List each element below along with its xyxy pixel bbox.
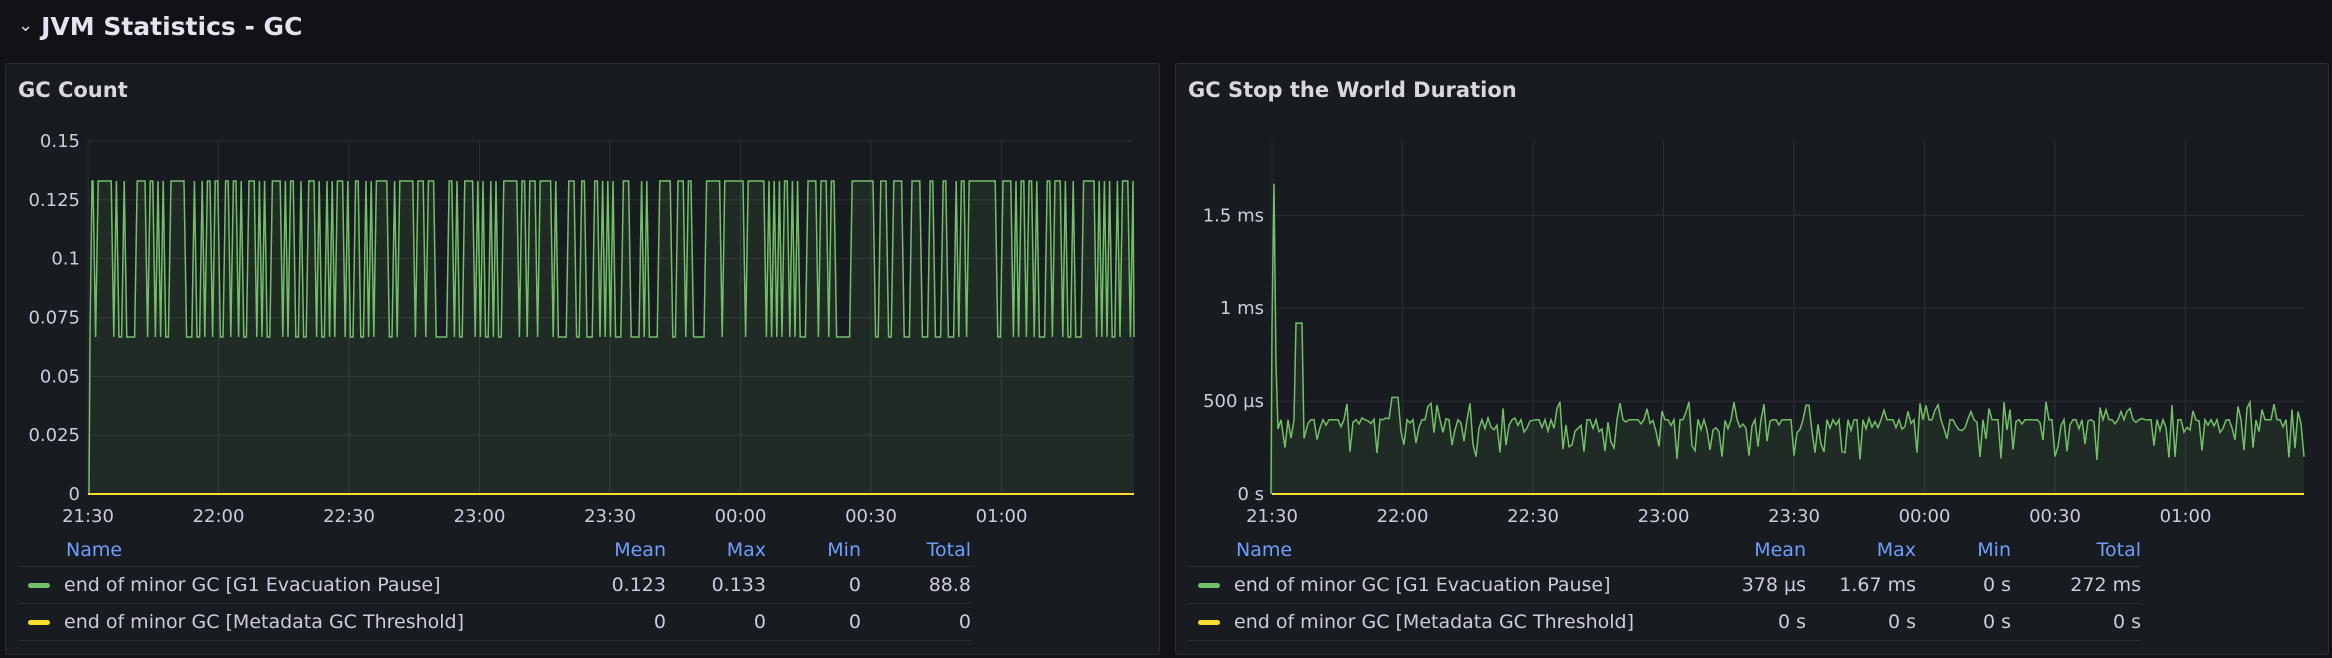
y-tick-label: 500 µs <box>1203 391 1264 412</box>
x-tick-label: 23:00 <box>1638 506 1690 527</box>
legend-row[interactable]: end of minor GC [G1 Evacuation Pause] 0.… <box>18 566 971 604</box>
y-tick-label: 0.15 <box>40 131 80 152</box>
legend-header-min[interactable]: Min <box>1977 539 2011 561</box>
legend-min: 0 <box>766 603 861 641</box>
legend-table: Name Mean Max Min Total end of minor GC … <box>18 534 971 641</box>
legend-max: 0 s <box>1806 603 1916 641</box>
chevron-down-icon[interactable]: ⌄ <box>18 15 34 36</box>
series-area-g1-evacuation-pause <box>89 181 1134 494</box>
x-tick-label: 23:00 <box>454 506 506 527</box>
y-tick-label: 0.075 <box>28 308 80 329</box>
legend-max: 0.133 <box>666 566 766 604</box>
y-tick-label: 0.125 <box>28 190 80 211</box>
legend-total: 88.8 <box>861 566 971 604</box>
legend-header-mean[interactable]: Mean <box>1754 539 1806 561</box>
series-area-g1-evacuation-pause <box>1271 183 2304 494</box>
x-tick-label: 01:00 <box>2160 506 2212 527</box>
row-title: JVM Statistics - GC <box>41 11 303 41</box>
legend-row[interactable]: end of minor GC [G1 Evacuation Pause] 37… <box>1188 566 2141 604</box>
legend-row[interactable]: end of minor GC [Metadata GC Threshold] … <box>1188 603 2141 641</box>
legend-header-name[interactable]: Name <box>1236 539 1293 561</box>
x-tick-label: 00:30 <box>2029 506 2081 527</box>
series-line-g1-evacuation-pause <box>88 180 1135 495</box>
legend-header-min[interactable]: Min <box>827 539 861 561</box>
x-tick-label: 22:30 <box>1507 506 1559 527</box>
y-tick-label: 0 <box>69 484 80 505</box>
x-tick-label: 22:30 <box>323 506 375 527</box>
panel-title: GC Count <box>18 78 128 102</box>
legend-header-total[interactable]: Total <box>2096 539 2141 561</box>
series-name[interactable]: end of minor GC [Metadata GC Threshold] <box>64 611 465 633</box>
legend-mean: 0 <box>546 603 666 641</box>
y-tick-label: 1 ms <box>1220 298 1264 319</box>
legend-header-total[interactable]: Total <box>926 539 971 561</box>
x-tick-label: 23:30 <box>584 506 636 527</box>
gc-count-chart: 0 0.025 0.05 0.075 0.1 0.125 0.15 21:30 22:00 22:… <box>28 131 1135 527</box>
legend-total: 0 <box>861 603 971 641</box>
x-tick-label: 23:30 <box>1768 506 1820 527</box>
gc-stw-duration-chart: 0 s 500 µs 1 ms 1.5 ms 21:30 22:00 22:30 23:00 2… <box>1203 141 2305 527</box>
x-tick-label: 00:00 <box>1899 506 1951 527</box>
x-tick-label: 00:00 <box>715 506 767 527</box>
series-color-swatch[interactable] <box>28 583 50 588</box>
panel-gc-stw-duration[interactable]: GC Stop the World Duration 0 s 500 µs 1 ms… <box>1175 63 2329 655</box>
series-line-g1-evacuation-pause <box>1270 183 2305 495</box>
y-tick-label: 1.5 ms <box>1203 205 1264 226</box>
legend-header-max[interactable]: Max <box>726 539 766 561</box>
legend-max: 1.67 ms <box>1806 566 1916 604</box>
legend-total: 0 s <box>2011 603 2141 641</box>
x-tick-label: 01:00 <box>976 506 1028 527</box>
series-name[interactable]: end of minor GC [G1 Evacuation Pause] <box>1234 574 1611 596</box>
legend-header-max[interactable]: Max <box>1876 539 1916 561</box>
row-header[interactable]: ⌄ JVM Statistics - GC <box>18 8 302 44</box>
y-tick-label: 0 s <box>1237 484 1264 505</box>
y-tick-label: 0.05 <box>40 366 80 387</box>
legend-max: 0 <box>666 603 766 641</box>
x-tick-label: 21:30 <box>1246 506 1298 527</box>
legend-mean: 0 s <box>1666 603 1806 641</box>
legend-mean: 0.123 <box>546 566 666 604</box>
series-name[interactable]: end of minor GC [G1 Evacuation Pause] <box>64 574 441 596</box>
legend-min: 0 s <box>1916 603 2011 641</box>
series-name[interactable]: end of minor GC [Metadata GC Threshold] <box>1234 611 1635 633</box>
legend-header-name[interactable]: Name <box>66 539 123 561</box>
panel-title: GC Stop the World Duration <box>1188 78 1517 102</box>
legend-mean: 378 µs <box>1666 566 1806 604</box>
panel-gc-count[interactable]: GC Count 0 0.025 0.05 0.075 0.1 0.125 0.15 21:3… <box>5 63 1160 655</box>
x-tick-label: 21:30 <box>62 506 114 527</box>
x-tick-label: 22:00 <box>1377 506 1429 527</box>
x-tick-label: 00:30 <box>845 506 897 527</box>
y-tick-label: 0.025 <box>28 425 80 446</box>
legend-header-mean[interactable]: Mean <box>614 539 666 561</box>
legend-table: Name Mean Max Min Total end of minor GC … <box>1188 534 2141 641</box>
series-color-swatch[interactable] <box>1198 583 1220 588</box>
legend-min: 0 <box>766 566 861 604</box>
series-color-swatch[interactable] <box>28 620 50 625</box>
y-tick-label: 0.1 <box>51 249 80 270</box>
series-color-swatch[interactable] <box>1198 620 1220 625</box>
legend-min: 0 s <box>1916 566 2011 604</box>
legend-row[interactable]: end of minor GC [Metadata GC Threshold] … <box>18 603 971 641</box>
legend-total: 272 ms <box>2011 566 2141 604</box>
x-tick-label: 22:00 <box>193 506 245 527</box>
